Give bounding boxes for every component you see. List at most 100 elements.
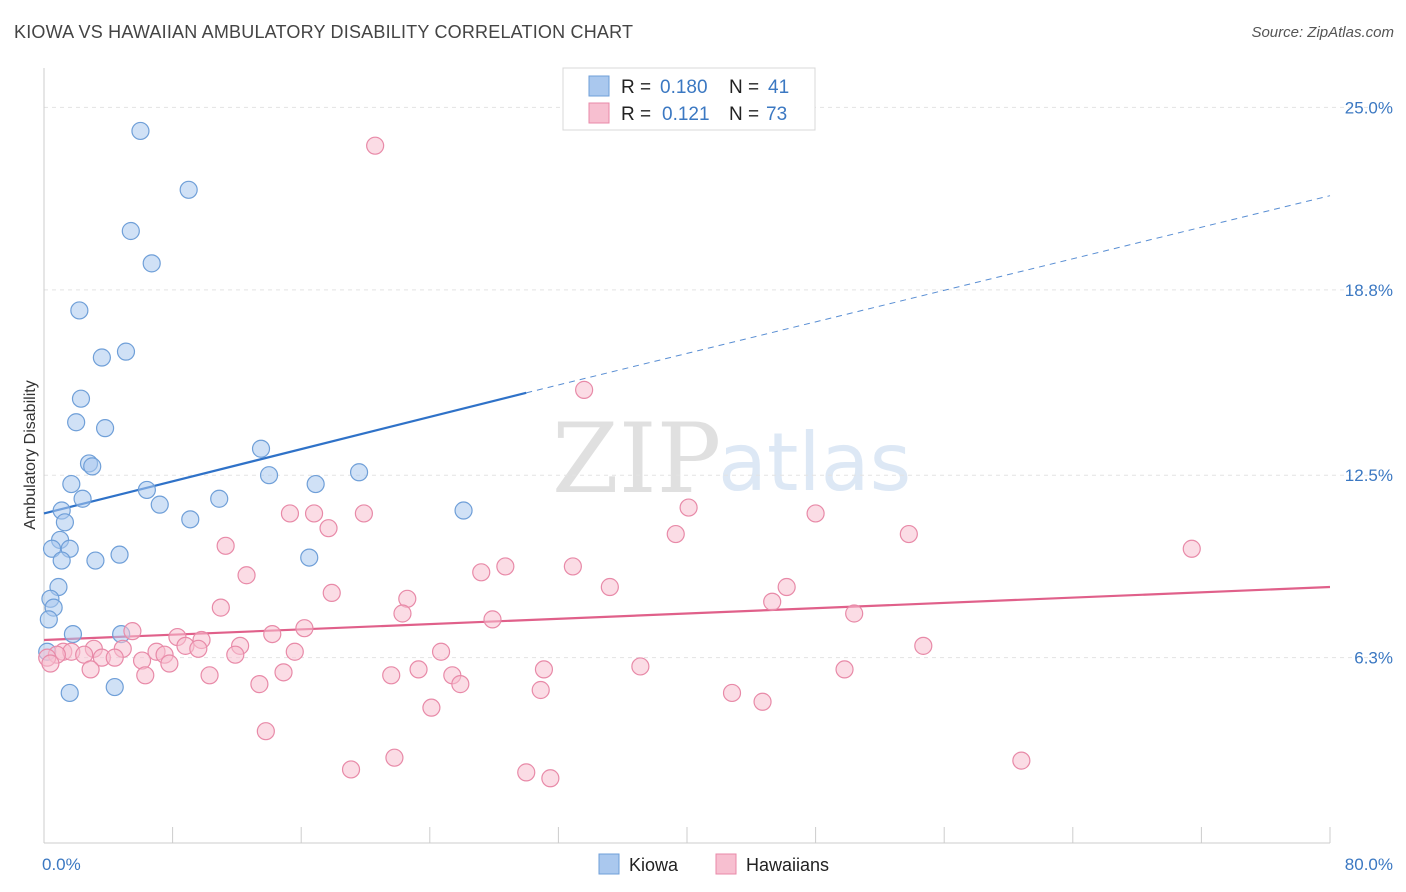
point-kiowa: [306, 474, 325, 494]
point-kiowa: [86, 551, 105, 570]
point-hawaiians: [341, 760, 361, 779]
point-hawaiians: [409, 660, 428, 679]
y-tick-labels: 6.3% 12.5% 18.8% 25.0%: [1345, 98, 1393, 667]
point-hawaiians: [250, 675, 269, 694]
point-kiowa: [137, 480, 156, 500]
point-hawaiians: [393, 604, 412, 623]
y-tick-label: 25.0%: [1345, 98, 1393, 117]
x-tick-labels: 0.0% 80.0%: [42, 855, 1393, 874]
point-kiowa: [142, 254, 161, 273]
point-hawaiians: [422, 698, 441, 717]
point-kiowa: [181, 510, 200, 529]
watermark-zip: ZIP: [552, 403, 721, 515]
point-hawaiians: [899, 524, 918, 544]
point-kiowa: [95, 419, 115, 438]
point-kiowa: [349, 463, 369, 482]
data-points: [38, 121, 1201, 788]
point-hawaiians: [753, 692, 772, 711]
point-kiowa: [110, 545, 129, 564]
point-hawaiians: [845, 604, 864, 623]
point-hawaiians: [382, 666, 401, 685]
trend-line-kiowa: [43, 391, 527, 515]
point-hawaiians: [531, 680, 550, 700]
point-hawaiians: [763, 592, 782, 611]
legend-swatch-hawaiians: [588, 102, 610, 124]
point-kiowa: [179, 180, 198, 199]
bottom-legend-label-kiowa: Kiowa: [629, 855, 679, 875]
legend-r-label-kiowa: R =: [621, 77, 651, 98]
point-hawaiians: [777, 577, 796, 597]
point-hawaiians: [517, 763, 536, 782]
point-kiowa: [116, 342, 136, 361]
source-credit: Source: ZipAtlas.com: [1251, 24, 1394, 41]
point-hawaiians: [256, 722, 275, 741]
watermark-atlas: atlas: [718, 416, 911, 509]
point-kiowa: [105, 677, 124, 697]
point-kiowa: [121, 221, 140, 241]
point-kiowa: [454, 501, 473, 520]
point-hawaiians: [366, 136, 385, 155]
point-kiowa: [52, 551, 71, 570]
point-hawaiians: [319, 519, 338, 538]
legend-r-value-hawaiians: 0.121: [662, 104, 710, 125]
point-kiowa: [60, 683, 79, 703]
point-kiowa: [300, 548, 319, 567]
point-hawaiians: [431, 642, 451, 661]
axes: [43, 68, 1331, 844]
point-hawaiians: [226, 645, 245, 664]
legend-bottom: Kiowa Hawaiians: [598, 853, 829, 875]
point-hawaiians: [274, 663, 293, 682]
point-kiowa: [251, 439, 271, 458]
point-hawaiians: [1012, 751, 1031, 770]
point-hawaiians: [563, 557, 582, 576]
point-kiowa: [131, 121, 150, 141]
x-tick-label: 0.0%: [42, 855, 81, 874]
point-kiowa: [73, 489, 92, 508]
point-kiowa: [63, 624, 83, 644]
point-hawaiians: [679, 498, 698, 517]
trend-line-hawaiians: [43, 585, 1331, 642]
point-hawaiians: [189, 639, 208, 658]
point-kiowa: [259, 466, 279, 485]
point-hawaiians: [295, 619, 314, 638]
point-kiowa: [55, 513, 74, 532]
trend-lines: [43, 195, 1331, 642]
legend-top: R = 0.180 N = 41 R = 0.121 N = 73: [562, 67, 816, 131]
point-hawaiians: [41, 654, 60, 673]
point-hawaiians: [280, 504, 300, 523]
point-hawaiians: [631, 657, 650, 676]
point-hawaiians: [237, 566, 256, 585]
y-tick-label: 18.8%: [1345, 281, 1393, 300]
point-kiowa: [70, 301, 89, 320]
point-hawaiians: [722, 683, 742, 703]
point-hawaiians: [575, 380, 594, 399]
point-hawaiians: [1182, 539, 1201, 558]
legend-r-value-kiowa: 0.180: [660, 77, 708, 98]
point-kiowa: [39, 610, 58, 629]
point-hawaiians: [160, 654, 179, 673]
grid-lines: [44, 106, 1370, 659]
point-hawaiians: [472, 563, 491, 582]
point-hawaiians: [806, 504, 825, 523]
point-hawaiians: [354, 504, 373, 523]
trend-extension-kiowa: [526, 195, 1331, 394]
bottom-legend-swatch-hawaiians: [715, 853, 737, 875]
point-hawaiians: [263, 624, 282, 644]
legend-n-value-kiowa: 41: [768, 77, 789, 98]
point-hawaiians: [483, 610, 502, 629]
point-hawaiians: [666, 524, 685, 544]
legend-n-value-hawaiians: 73: [766, 104, 787, 125]
point-hawaiians: [200, 666, 219, 685]
point-kiowa: [92, 348, 111, 367]
point-hawaiians: [81, 660, 100, 679]
point-hawaiians: [451, 675, 470, 694]
point-hawaiians: [541, 769, 560, 788]
y-tick-label: 12.5%: [1345, 466, 1393, 485]
point-kiowa: [42, 539, 62, 558]
point-hawaiians: [304, 504, 324, 523]
legend-r-label-hawaiians: R =: [621, 104, 651, 125]
point-hawaiians: [123, 622, 142, 641]
point-kiowa: [150, 495, 169, 514]
point-hawaiians: [914, 636, 933, 655]
point-hawaiians: [105, 648, 124, 667]
